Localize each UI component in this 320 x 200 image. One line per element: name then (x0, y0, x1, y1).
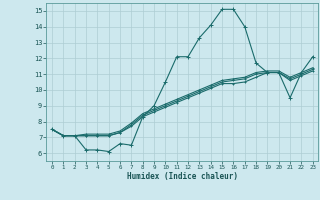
X-axis label: Humidex (Indice chaleur): Humidex (Indice chaleur) (127, 172, 238, 181)
